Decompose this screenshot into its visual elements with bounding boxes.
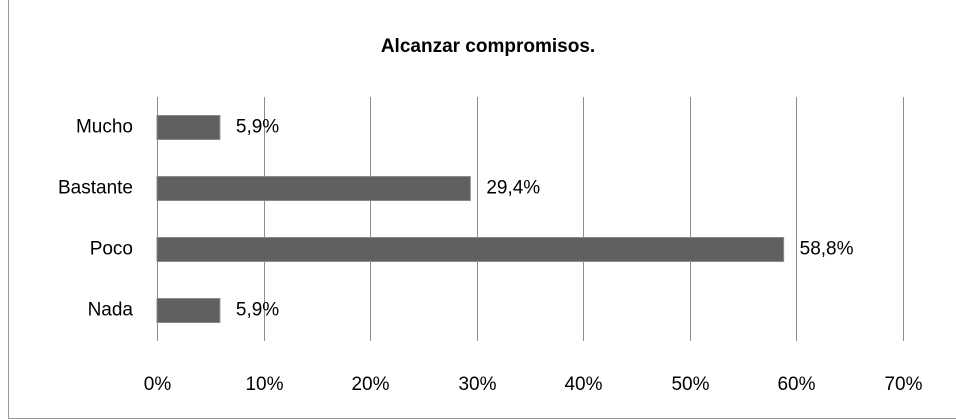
data-label: 58,8% <box>800 239 854 260</box>
y-tick-label: Mucho <box>76 117 133 138</box>
y-tick-label: Nada <box>88 300 134 321</box>
chart-title: Alcanzar compromisos. <box>381 36 595 57</box>
x-tick-label: 70% <box>884 374 922 395</box>
data-label: 5,9% <box>236 300 279 321</box>
y-tick-label: Poco <box>90 239 133 260</box>
bar <box>156 176 471 201</box>
x-tick-label: 20% <box>351 374 389 395</box>
x-tick-label: 40% <box>564 374 602 395</box>
bar <box>156 298 221 323</box>
bar <box>156 115 221 140</box>
x-tick-label: 60% <box>777 374 815 395</box>
y-tick-label: Bastante <box>58 178 133 199</box>
data-label: 29,4% <box>486 178 540 199</box>
data-label: 5,9% <box>236 117 279 138</box>
x-tick-label: 10% <box>245 374 283 395</box>
x-tick-label: 0% <box>144 374 172 395</box>
x-tick-label: 50% <box>671 374 709 395</box>
bar <box>156 237 785 262</box>
x-tick-label: 30% <box>458 374 496 395</box>
